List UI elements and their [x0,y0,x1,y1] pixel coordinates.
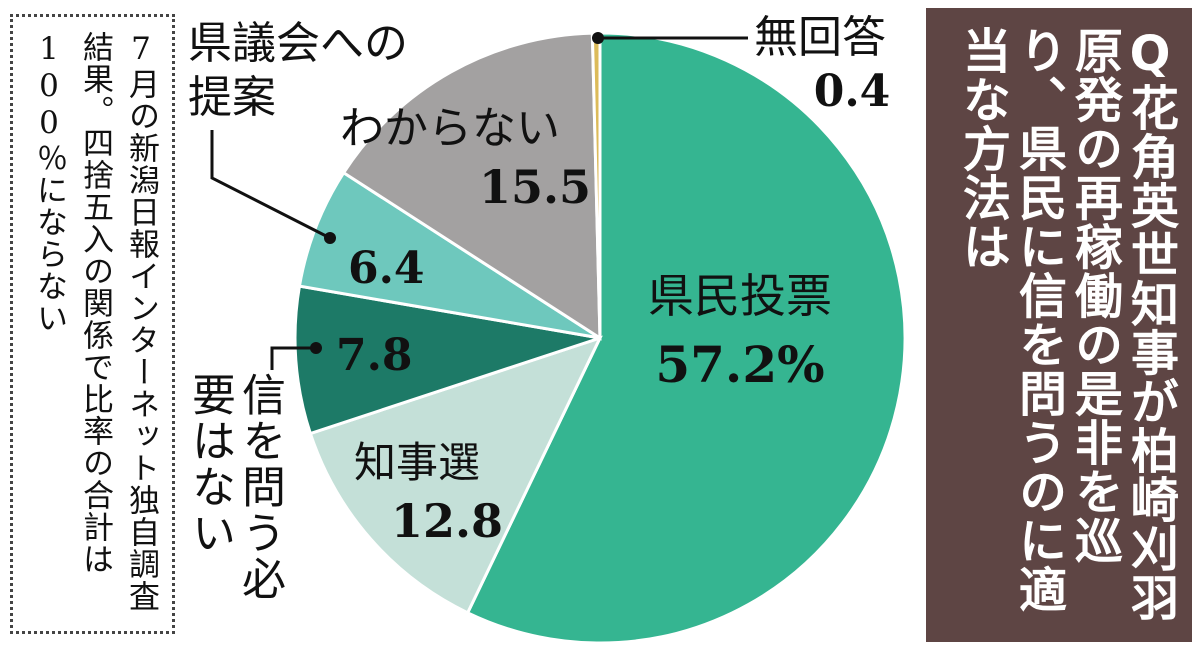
slice-value-wakaranai: 15.5 [479,160,591,214]
pie-slices [293,31,907,645]
slice-value-chijisen: 12.8 [391,494,503,548]
slice-value-kenmin-touhyou: 57.2% [655,335,824,394]
survey-note: 7月の新潟日報インターネット独自調査結果。四捨五入の関係で比率の合計は100％に… [10,14,175,634]
leader-shin-wo-tou [270,346,316,370]
pie-slice-1 [308,335,603,615]
leader-kengikai [210,130,331,240]
slice-label-kengikai-line1: 県議会への [188,18,408,69]
slice-label-kengikai-line2: 提案 [188,72,276,123]
slice-label-shin-wo-tou-hitsuyou-nai: 信を問う必要はない [184,372,285,602]
leader-dot-mukaitou [592,32,604,44]
slice-label-mukaitou: 無回答 [754,12,886,63]
leader-dot-shin-wo-tou [310,342,322,354]
pie-slice-0 [465,31,907,645]
pie-slice-4 [341,31,602,341]
leader-dot-kengikai [324,232,336,244]
slice-value-kengikai: 6.4 [348,243,425,294]
slice-value-mukaitou: 0.4 [814,66,891,117]
slice-label-wakaranai: わからない [340,103,560,154]
leader-lines [210,32,748,370]
slice-value-shin-wo-tou: 7.8 [336,330,413,381]
pie-slice-3 [297,170,601,340]
pie-slice-2 [293,284,601,436]
question-box: Q花角英世知事が柏崎刈羽原発の再稼働の是非を巡り、県民に信を問うのに適当な方法は [926,8,1192,642]
slice-label-kenmin-touhyou: 県民投票 [648,269,832,323]
slice-label-chijisen: 知事選 [354,438,480,487]
